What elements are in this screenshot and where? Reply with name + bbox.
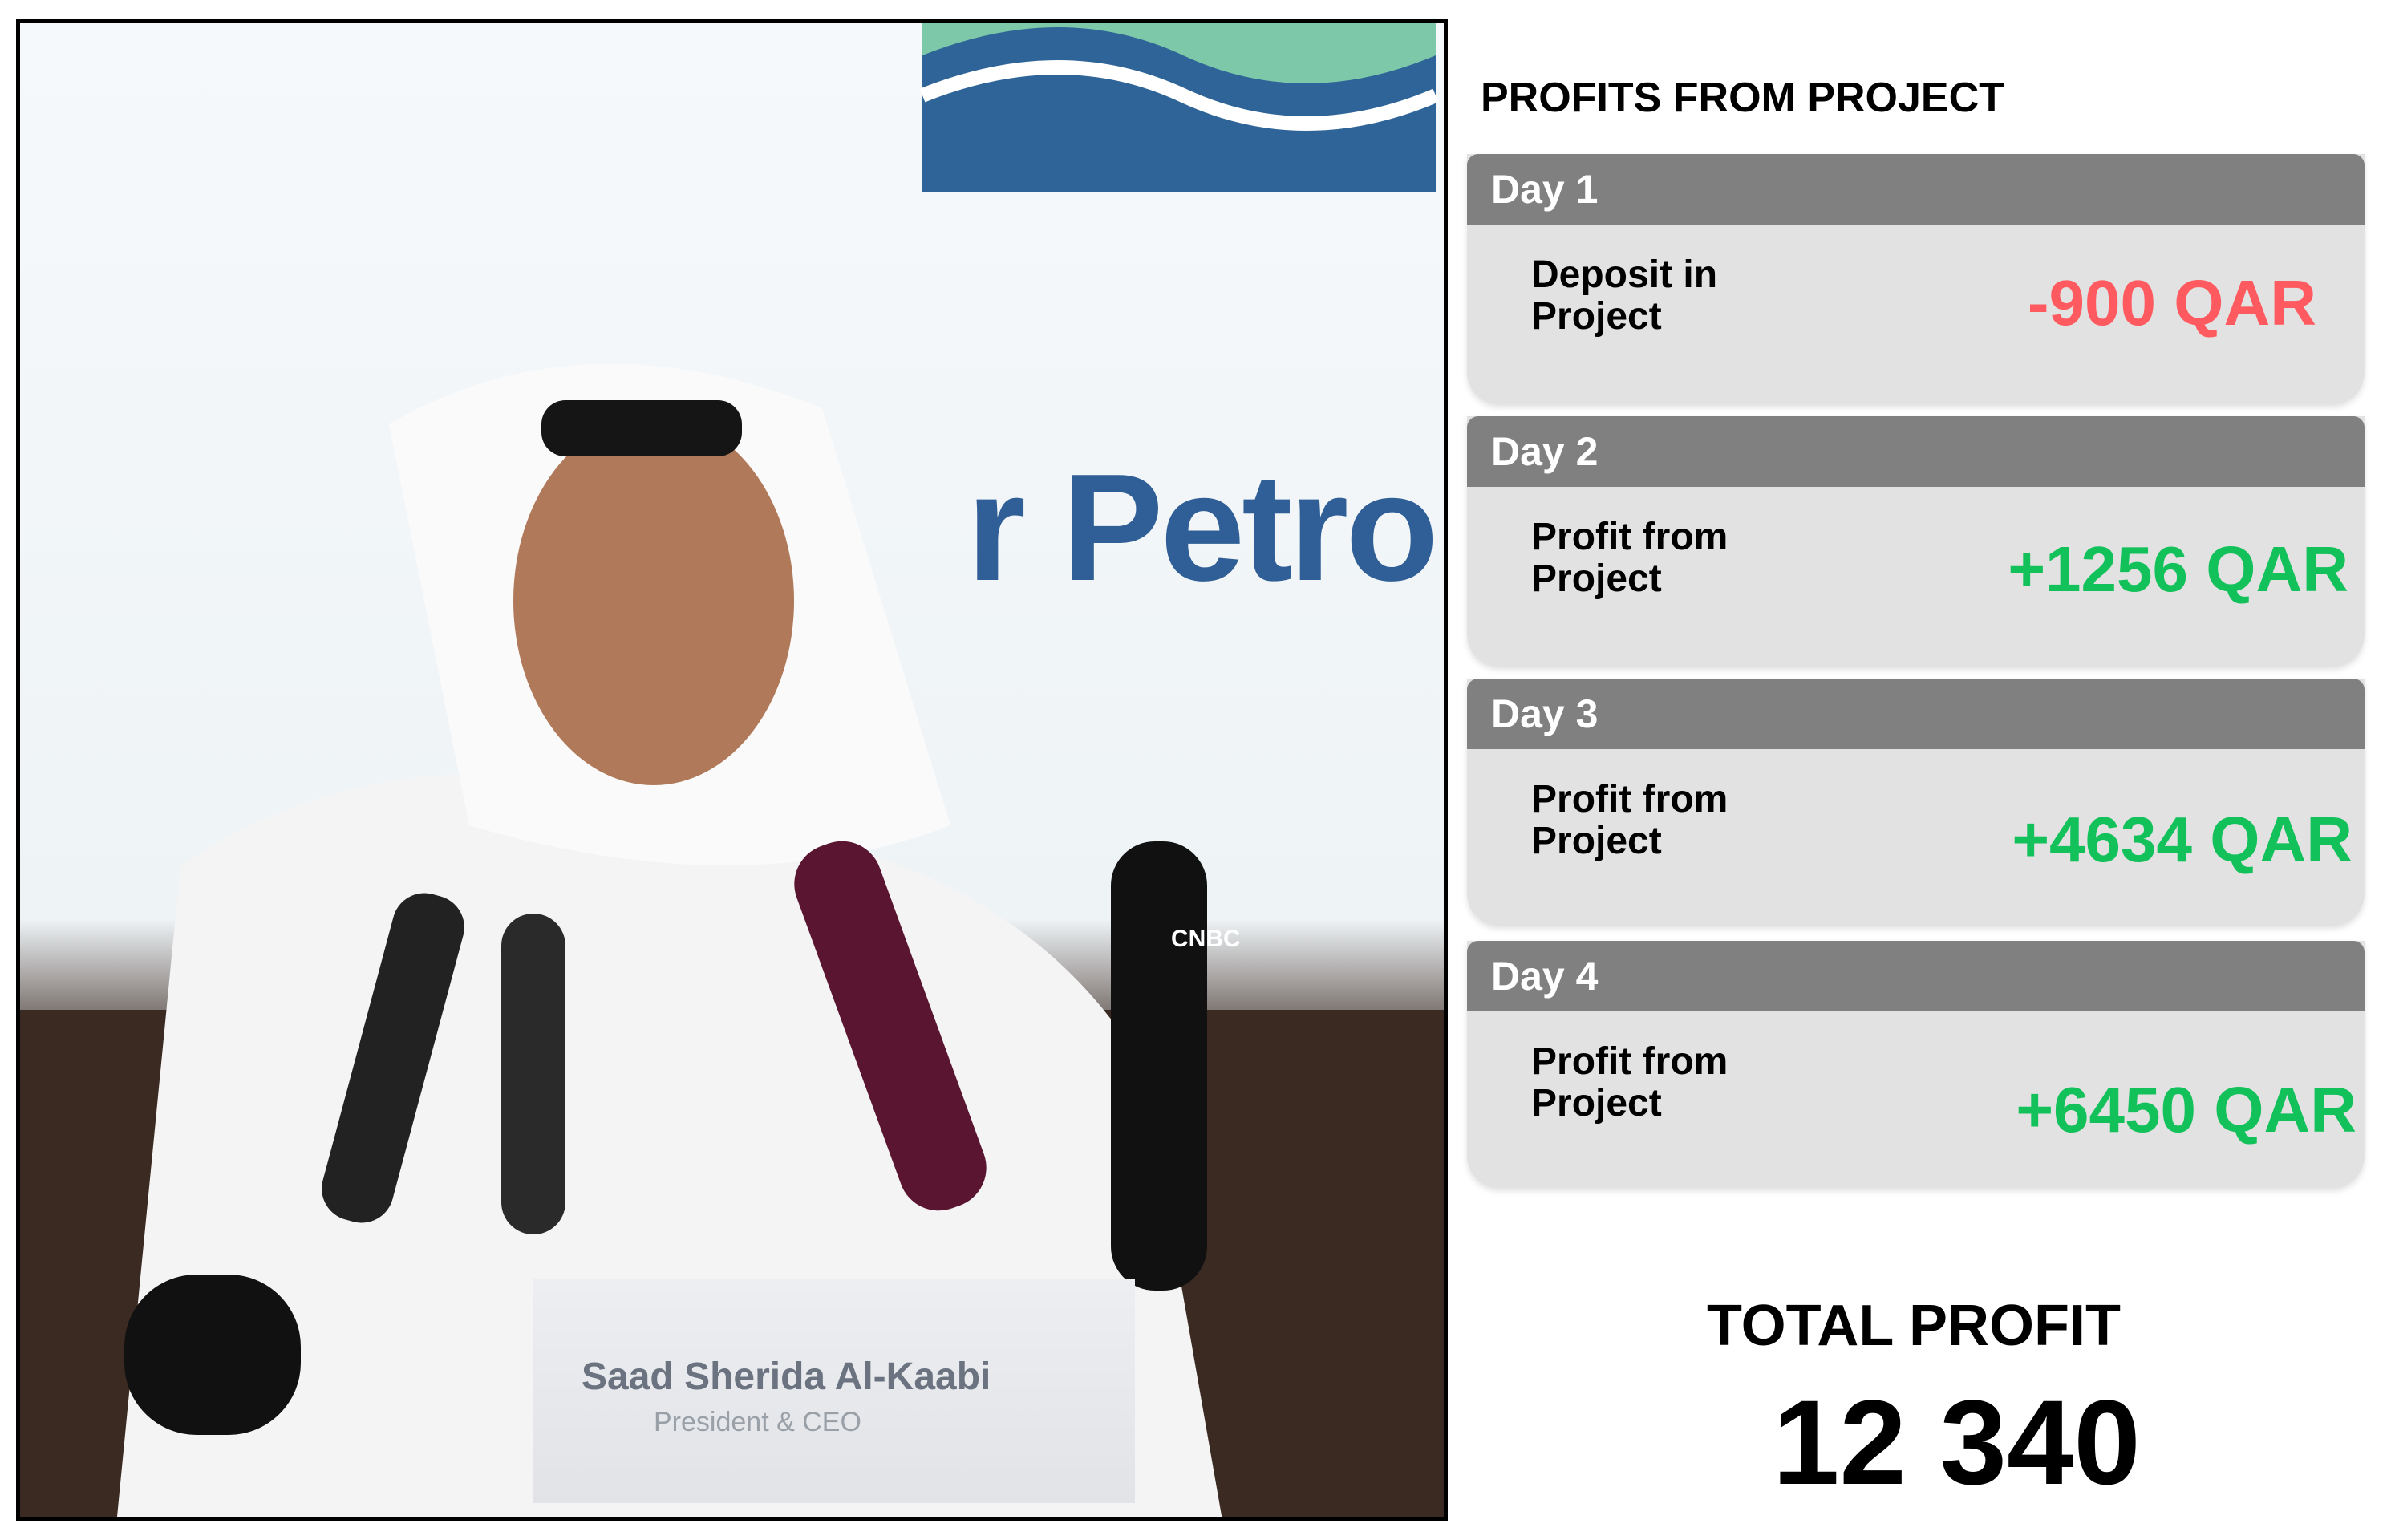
day-card: Day 3 Profit from Project +4634 QAR bbox=[1467, 679, 2365, 926]
day-label: Day 4 bbox=[1467, 941, 2365, 1011]
day-amount: +6450 QAR bbox=[2016, 1074, 2357, 1145]
day-label: Day 1 bbox=[1467, 154, 2365, 225]
panel-title: PROFITS FROM PROJECT bbox=[1481, 75, 2004, 121]
day-label: Day 2 bbox=[1467, 416, 2365, 487]
microphone bbox=[794, 841, 987, 1211]
nameplate-title: President & CEO bbox=[654, 1407, 861, 1437]
microphone bbox=[501, 914, 565, 1234]
day-amount: -900 QAR bbox=[2027, 267, 2316, 338]
logo-text: r Petrol bbox=[967, 443, 1448, 613]
microphone bbox=[1111, 841, 1207, 1291]
day-card: Day 4 Profit from Project +6450 QAR bbox=[1467, 941, 2365, 1188]
total-profit-value: 12 340 bbox=[1773, 1375, 2141, 1510]
nameplate: Saad Sherida Al-Kaabi President & CEO bbox=[533, 1279, 1135, 1503]
day-amount: +4634 QAR bbox=[2012, 804, 2353, 875]
total-profit-label: TOTAL PROFIT bbox=[1707, 1294, 2121, 1358]
face bbox=[513, 416, 794, 785]
microphone bbox=[322, 893, 464, 1223]
press-conference-photo: r Petrol CNBC Saad Sherida Al-Kaabi Pres… bbox=[16, 19, 1448, 1521]
day-card: Day 1 Deposit in Project -900 QAR bbox=[1467, 154, 2365, 404]
cnbc-logo: CNBC bbox=[1171, 926, 1241, 952]
day-description: Profit from Project bbox=[1531, 516, 1728, 600]
nameplate-name: Saad Sherida Al-Kaabi bbox=[582, 1356, 991, 1398]
day-description: Profit from Project bbox=[1531, 778, 1728, 862]
photo-scene bbox=[20, 23, 1444, 1517]
day-amount: +1256 QAR bbox=[2008, 533, 2348, 605]
logo-wave bbox=[922, 23, 1436, 83]
microphone bbox=[124, 1275, 301, 1435]
day-description: Deposit in Project bbox=[1531, 253, 1718, 338]
day-label: Day 3 bbox=[1467, 679, 2365, 749]
day-description: Profit from Project bbox=[1531, 1040, 1728, 1125]
day-card: Day 2 Profit from Project +1256 QAR bbox=[1467, 416, 2365, 667]
